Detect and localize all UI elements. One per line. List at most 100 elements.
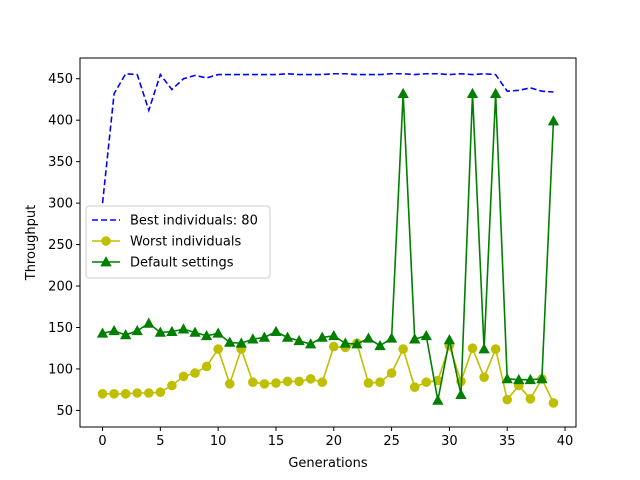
data-point — [479, 372, 489, 383]
data-point — [351, 338, 363, 349]
data-point — [120, 329, 132, 340]
x-axis-ticks: 0 5 10 15 20 25 30 35 40 — [98, 427, 573, 449]
legend-label: Default settings — [130, 256, 234, 271]
data-point — [536, 373, 548, 384]
data-point — [478, 343, 490, 354]
data-point — [259, 379, 270, 389]
data-point — [501, 373, 513, 384]
data-point — [189, 326, 201, 337]
data-point — [420, 329, 432, 341]
legend-entry: Default settings — [92, 256, 234, 271]
data-point — [271, 378, 281, 388]
legend-box — [85, 205, 271, 279]
data-point — [386, 368, 397, 378]
data-point — [154, 326, 167, 337]
y-tick-label: 300 — [48, 197, 73, 212]
y-axis-label: Throughput — [24, 205, 39, 282]
data-point — [362, 332, 375, 343]
data-point — [201, 361, 212, 372]
series-layer — [96, 72, 560, 408]
data-point — [489, 87, 502, 98]
data-point — [212, 327, 224, 338]
data-point — [224, 336, 236, 347]
data-point — [374, 339, 386, 351]
series-line — [102, 93, 555, 401]
data-point — [317, 377, 328, 388]
x-tick-label: 15 — [268, 434, 285, 449]
data-point — [143, 388, 154, 398]
data-point — [339, 337, 351, 348]
data-point — [421, 377, 432, 388]
series-line — [102, 342, 555, 404]
data-point — [513, 373, 525, 385]
data-point — [432, 394, 444, 405]
legend: Best individuals: 80 Worst individuals Def… — [85, 205, 271, 279]
y-tick-label: 250 — [48, 238, 73, 253]
data-point — [101, 236, 111, 246]
x-axis-label: Generations — [288, 456, 368, 471]
data-point — [328, 329, 340, 341]
x-tick-label: 35 — [499, 434, 516, 449]
data-point — [524, 373, 536, 385]
data-point — [248, 377, 258, 388]
data-point — [409, 382, 420, 392]
data-point — [385, 332, 398, 343]
data-point — [293, 334, 305, 346]
data-point — [97, 389, 108, 399]
data-point — [177, 323, 190, 334]
data-point — [466, 87, 479, 98]
data-point — [316, 331, 328, 342]
data-point — [282, 376, 293, 387]
data-point — [213, 344, 223, 354]
data-point — [409, 333, 421, 344]
y-axis-ticks: 50 100 150 200 250 300 350 400 450 — [48, 72, 80, 419]
data-point — [258, 331, 271, 342]
data-point — [443, 334, 456, 345]
data-point — [108, 324, 120, 336]
data-point — [467, 343, 478, 354]
data-point — [525, 394, 536, 404]
data-point — [328, 341, 339, 352]
data-point — [270, 325, 282, 336]
x-tick-label: 30 — [441, 434, 458, 449]
x-tick-label: 5 — [156, 434, 164, 449]
data-point — [455, 388, 467, 400]
data-point — [281, 331, 294, 342]
data-point — [490, 344, 501, 354]
series-group — [96, 87, 560, 405]
legend-entry: Worst individuals — [92, 235, 241, 250]
series-line — [101, 72, 554, 204]
data-point — [166, 325, 178, 336]
data-point — [397, 87, 409, 98]
x-tick-label: 0 — [98, 434, 106, 449]
data-point — [502, 394, 513, 405]
y-tick-label: 350 — [48, 155, 73, 170]
data-point — [398, 344, 408, 354]
y-tick-label: 200 — [48, 280, 73, 295]
y-tick-label: 400 — [48, 114, 73, 129]
data-point — [155, 387, 166, 397]
data-point — [132, 388, 143, 398]
legend-entry: Best individuals: 80 — [92, 214, 258, 229]
data-point — [548, 398, 559, 408]
data-point — [178, 371, 189, 382]
data-point — [120, 389, 131, 399]
data-point — [131, 324, 143, 336]
y-tick-label: 450 — [48, 72, 73, 87]
y-tick-label: 100 — [48, 362, 73, 377]
data-point — [235, 337, 247, 348]
legend-label: Best individuals: 80 — [130, 214, 258, 229]
plot-frame — [79, 57, 577, 428]
data-point — [190, 368, 200, 378]
data-point — [363, 378, 374, 388]
data-point — [547, 115, 560, 126]
data-point — [224, 379, 235, 389]
data-point — [100, 256, 112, 267]
legend-label: Worst individuals — [130, 235, 241, 250]
data-point — [167, 380, 177, 391]
series-group — [101, 72, 554, 204]
y-tick-label: 150 — [48, 321, 73, 336]
data-point — [96, 327, 109, 338]
x-tick-label: 10 — [210, 434, 227, 449]
